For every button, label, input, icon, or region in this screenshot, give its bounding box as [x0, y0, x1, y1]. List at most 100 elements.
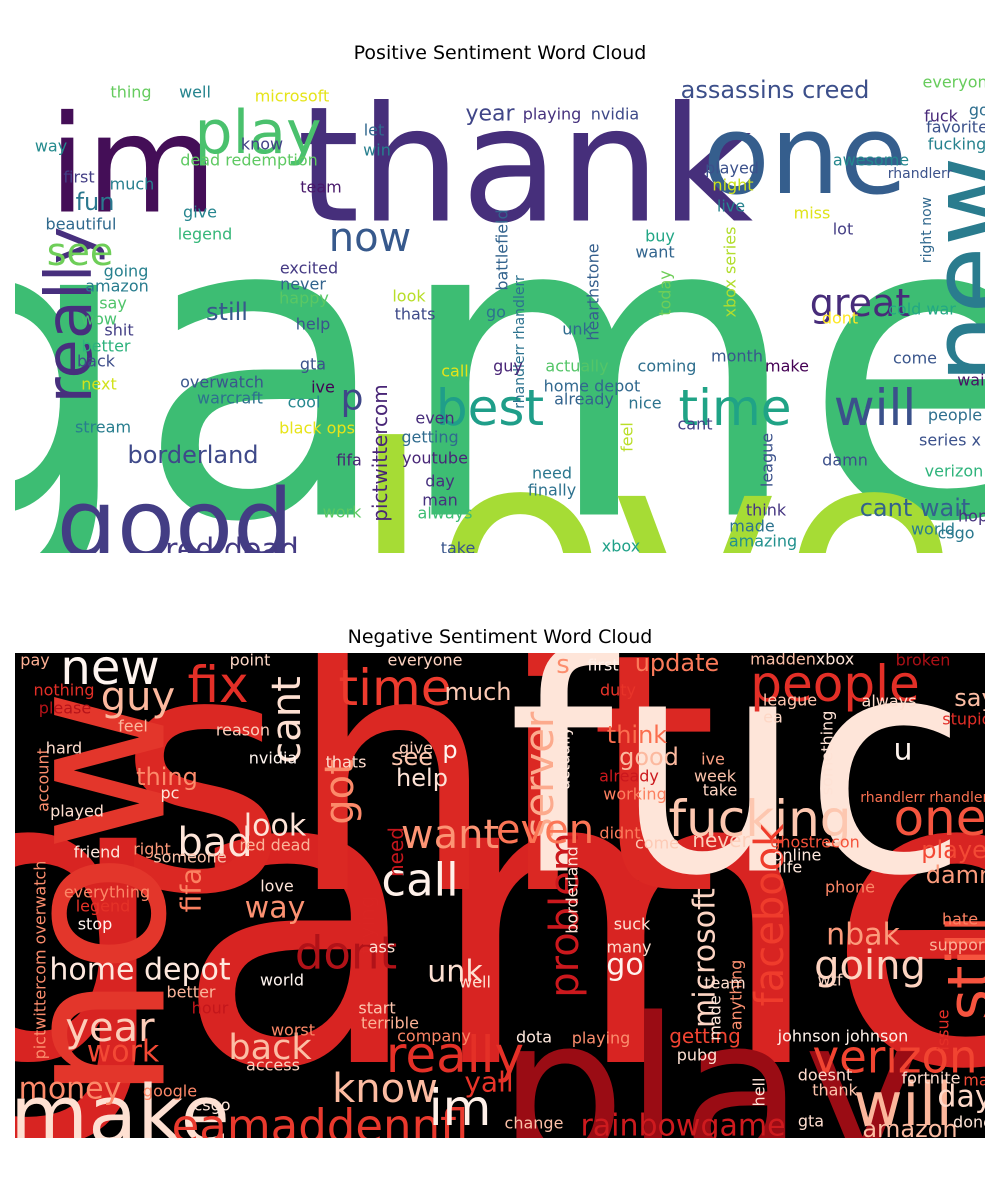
cloud-word: legend: [76, 897, 131, 916]
cloud-word: life: [778, 858, 802, 877]
cloud-word: excited: [280, 259, 338, 278]
cloud-word: everything: [64, 883, 150, 902]
cloud-word: happy: [279, 289, 329, 308]
cloud-word: csgo: [193, 1096, 230, 1115]
cloud-word: microsoft: [688, 888, 723, 1028]
negative-word-cloud-title: Negative Sentiment Word Cloud: [347, 626, 653, 648]
cloud-word: online: [773, 846, 822, 865]
cloud-word: black ops: [279, 419, 355, 438]
cloud-word: playing: [572, 1029, 631, 1048]
pos-cloud-background: [15, 68, 985, 553]
cloud-word: beautiful: [46, 215, 117, 234]
cloud-word: never: [692, 828, 750, 852]
cloud-word: anything: [727, 960, 746, 1031]
cloud-word: rhandlerr: [888, 166, 953, 182]
cloud-word: say: [954, 684, 985, 712]
cloud-word: league: [758, 433, 777, 487]
cloud-word: hearthstone: [584, 243, 603, 340]
cloud-word: buy: [645, 227, 675, 246]
cloud-word: actually: [555, 726, 574, 789]
cloud-word: amazon: [862, 1115, 957, 1138]
cloud-word: know: [241, 135, 283, 154]
cloud-word: great: [810, 281, 910, 325]
cloud-word: legend: [178, 225, 233, 244]
cloud-word: call: [441, 362, 469, 381]
cloud-word: love: [351, 387, 959, 554]
cloud-word: go: [606, 948, 643, 983]
cloud-word: account: [34, 748, 53, 812]
cloud-word: stop: [78, 915, 113, 934]
cloud-word: wow: [81, 310, 117, 329]
cloud-word: yall: [464, 1066, 513, 1099]
cloud-word: didnt: [599, 824, 640, 843]
cloud-word: even: [496, 807, 594, 853]
cloud-word: many: [607, 938, 652, 957]
cloud-word: playing: [523, 105, 582, 124]
cloud-word: damn: [822, 451, 868, 470]
cloud-word: right: [133, 840, 171, 859]
cloud-word: verizon: [813, 1031, 978, 1084]
cloud-word: xbox series: [721, 227, 740, 318]
cloud-word: pay: [20, 653, 49, 670]
cloud-word: much: [445, 678, 512, 706]
cloud-word: nvidia: [249, 749, 297, 768]
cloud-word: fifa: [336, 451, 362, 470]
cloud-word: way: [245, 891, 306, 926]
cloud-word: cant wait: [860, 494, 971, 522]
cloud-word: best: [436, 379, 544, 437]
cloud-word: day: [425, 472, 454, 491]
cloud-word: back: [77, 352, 116, 371]
cloud-word: better: [82, 337, 131, 356]
cloud-word: fuck: [508, 653, 985, 942]
cloud-word: well: [179, 83, 211, 102]
cloud-word: eamaddennfl: [172, 1100, 469, 1139]
cloud-word: nvidia: [591, 105, 639, 124]
cloud-word: s: [556, 653, 570, 680]
cloud-word: hate: [942, 910, 978, 929]
cloud-word: much: [110, 175, 155, 194]
cloud-word: access: [246, 1056, 300, 1075]
cloud-word: look: [244, 809, 307, 844]
cloud-word: miss: [794, 204, 831, 223]
cloud-word: wtf: [818, 971, 843, 990]
cloud-word: xbox: [602, 537, 640, 554]
cloud-word: really: [386, 1026, 524, 1084]
cloud-word: start: [358, 999, 395, 1018]
cloud-word: support: [929, 936, 985, 955]
cloud-word: red dead: [239, 836, 310, 855]
cloud-word: battlefield: [493, 209, 512, 290]
cloud-word: amazon: [85, 277, 149, 296]
cloud-word: made: [729, 517, 774, 536]
cloud-word: rhandlerr rhandlerr: [860, 790, 985, 806]
cloud-word: new: [906, 156, 985, 383]
cloud-word: take: [703, 781, 738, 800]
cloud-word: go: [486, 303, 506, 322]
cloud-word: bad: [177, 820, 252, 866]
cloud-word: time: [679, 379, 792, 437]
cloud-word: ive: [701, 750, 725, 769]
cloud-word: fun: [76, 188, 115, 216]
cloud-word: borderland: [563, 846, 582, 933]
cloud-word: pc: [161, 784, 180, 803]
cloud-word: always: [862, 692, 917, 711]
cloud-word: well: [459, 973, 491, 992]
cloud-word: awesome: [833, 151, 909, 170]
cloud-word: will: [853, 1070, 952, 1138]
cloud-word: guy: [101, 674, 175, 720]
cloud-word: point: [230, 653, 271, 670]
cloud-word: game: [15, 681, 985, 1138]
cloud-word: home depot: [544, 377, 641, 396]
cloud-word: help: [296, 315, 331, 334]
cloud-word: hour: [192, 999, 229, 1018]
cloud-word: ive: [311, 378, 335, 397]
cloud-word: server: [517, 711, 563, 838]
cloud-word: money: [19, 1072, 122, 1107]
cloud-word: wait: [957, 371, 985, 390]
cloud-word: ass: [369, 938, 395, 957]
cloud-word: done: [953, 1113, 985, 1132]
cloud-word: csgo: [937, 524, 974, 543]
cloud-word: dead redemption: [180, 151, 318, 170]
cloud-word: play: [498, 976, 921, 1139]
cloud-word: make: [15, 1069, 230, 1139]
cloud-word: one: [703, 91, 908, 219]
